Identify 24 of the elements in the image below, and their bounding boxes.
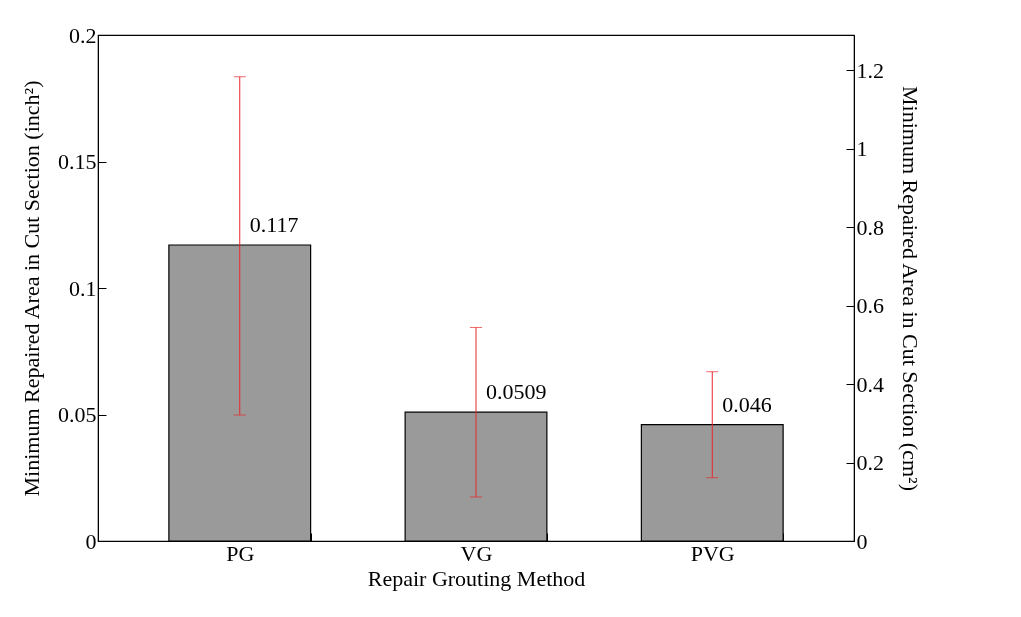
y-tick-label: 0.1 bbox=[69, 275, 97, 301]
y-axis-title: Minimum Repaired Area in Cut Section (inch²) bbox=[19, 80, 44, 497]
y2-tick-label: 0.2 bbox=[856, 450, 884, 476]
y-tick-label: 0.2 bbox=[69, 22, 97, 48]
x-tick-label: VG bbox=[460, 540, 493, 566]
bar bbox=[404, 411, 548, 542]
data-label: 0.046 bbox=[722, 391, 772, 417]
y-tick-label: 0.05 bbox=[58, 402, 97, 427]
y2-tick-label: 1 bbox=[856, 136, 868, 162]
y2-tick-label: 0 bbox=[856, 528, 868, 554]
x-axis-title: Repair Grouting Method bbox=[367, 565, 586, 591]
data-label: 0.0509 bbox=[486, 379, 547, 405]
y-tick-label: 0.15 bbox=[58, 149, 97, 174]
y2-tick-label: 0.4 bbox=[856, 371, 884, 397]
y-tick-label: 0 bbox=[85, 528, 97, 554]
bar bbox=[640, 424, 784, 542]
x-tick-label: PG bbox=[226, 540, 255, 566]
y2-tick-label: 0.8 bbox=[856, 214, 884, 240]
x-tick-label: PVG bbox=[690, 540, 735, 566]
y2-tick-label: 0.6 bbox=[856, 293, 884, 319]
y2-tick-label: 1.2 bbox=[856, 57, 884, 83]
y2-axis-title: Minimum Repaired Area in Cut Section (cm²) bbox=[898, 86, 923, 491]
bar bbox=[168, 244, 312, 542]
data-label: 0.117 bbox=[249, 211, 299, 237]
